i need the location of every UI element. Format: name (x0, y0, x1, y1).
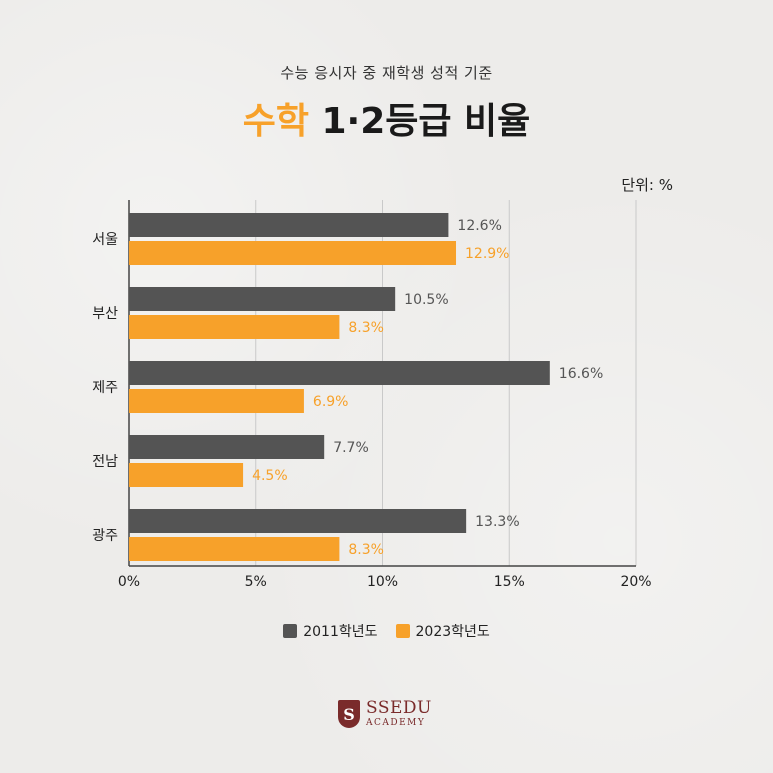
unit-label: 단위: % (621, 176, 673, 194)
bar (129, 361, 550, 385)
x-tick-label: 20% (620, 574, 651, 590)
bar (129, 389, 304, 413)
category-label: 부산 (92, 306, 118, 322)
legend-label-2023: 2023학년도 (415, 624, 490, 640)
bar-value-label: 8.3% (348, 320, 384, 336)
bar (129, 213, 449, 237)
logo-shield-icon: S (338, 700, 360, 728)
bar (129, 463, 244, 487)
x-tick-label: 5% (245, 574, 267, 590)
legend-item-2023: 2023학년도 (395, 621, 490, 641)
bar (129, 315, 340, 339)
title-rest: 1·2등급 비율 (308, 101, 531, 142)
legend-swatch-2011 (283, 624, 298, 638)
bar-value-label: 7.7% (333, 440, 369, 456)
bar-value-label: 4.5% (252, 468, 288, 484)
bar (129, 241, 457, 265)
bar-value-label: 16.6% (559, 366, 603, 382)
category-label: 광주 (92, 528, 118, 544)
bar-value-label: 8.3% (348, 542, 384, 558)
bar (129, 537, 340, 561)
bar-value-label: 13.3% (475, 514, 519, 530)
x-tick-label: 0% (118, 574, 140, 590)
legend-swatch-2023 (395, 624, 410, 638)
x-tick-label: 10% (367, 574, 398, 590)
bar (129, 435, 325, 459)
logo: S SSEDU ACADEMY (338, 700, 432, 728)
bar-value-label: 10.5% (404, 292, 448, 308)
chart-title: 수학 1·2등급 비율 (0, 92, 773, 144)
chart-subtitle: 수능 응시자 중 재학생 성적 기준 (280, 64, 493, 82)
title-accent: 수학 (242, 101, 309, 142)
logo-sub-text: ACADEMY (366, 718, 426, 728)
logo-text: SSEDU ACADEMY (366, 700, 432, 728)
legend-label-2011: 2011학년도 (303, 624, 378, 640)
x-tick-label: 15% (494, 574, 525, 590)
category-label: 제주 (92, 380, 118, 396)
legend-item-2011: 2011학년도 (283, 621, 378, 641)
legend: 2011학년도 2023학년도 (0, 621, 773, 641)
bar-value-label: 12.9% (465, 246, 509, 262)
bar (129, 287, 396, 311)
category-label: 전남 (92, 454, 118, 470)
bar-value-label: 12.6% (457, 218, 501, 234)
logo-main-text: SSEDU (366, 698, 432, 718)
category-label: 서울 (92, 232, 118, 248)
bar (129, 509, 467, 533)
bar-value-label: 6.9% (313, 394, 349, 410)
